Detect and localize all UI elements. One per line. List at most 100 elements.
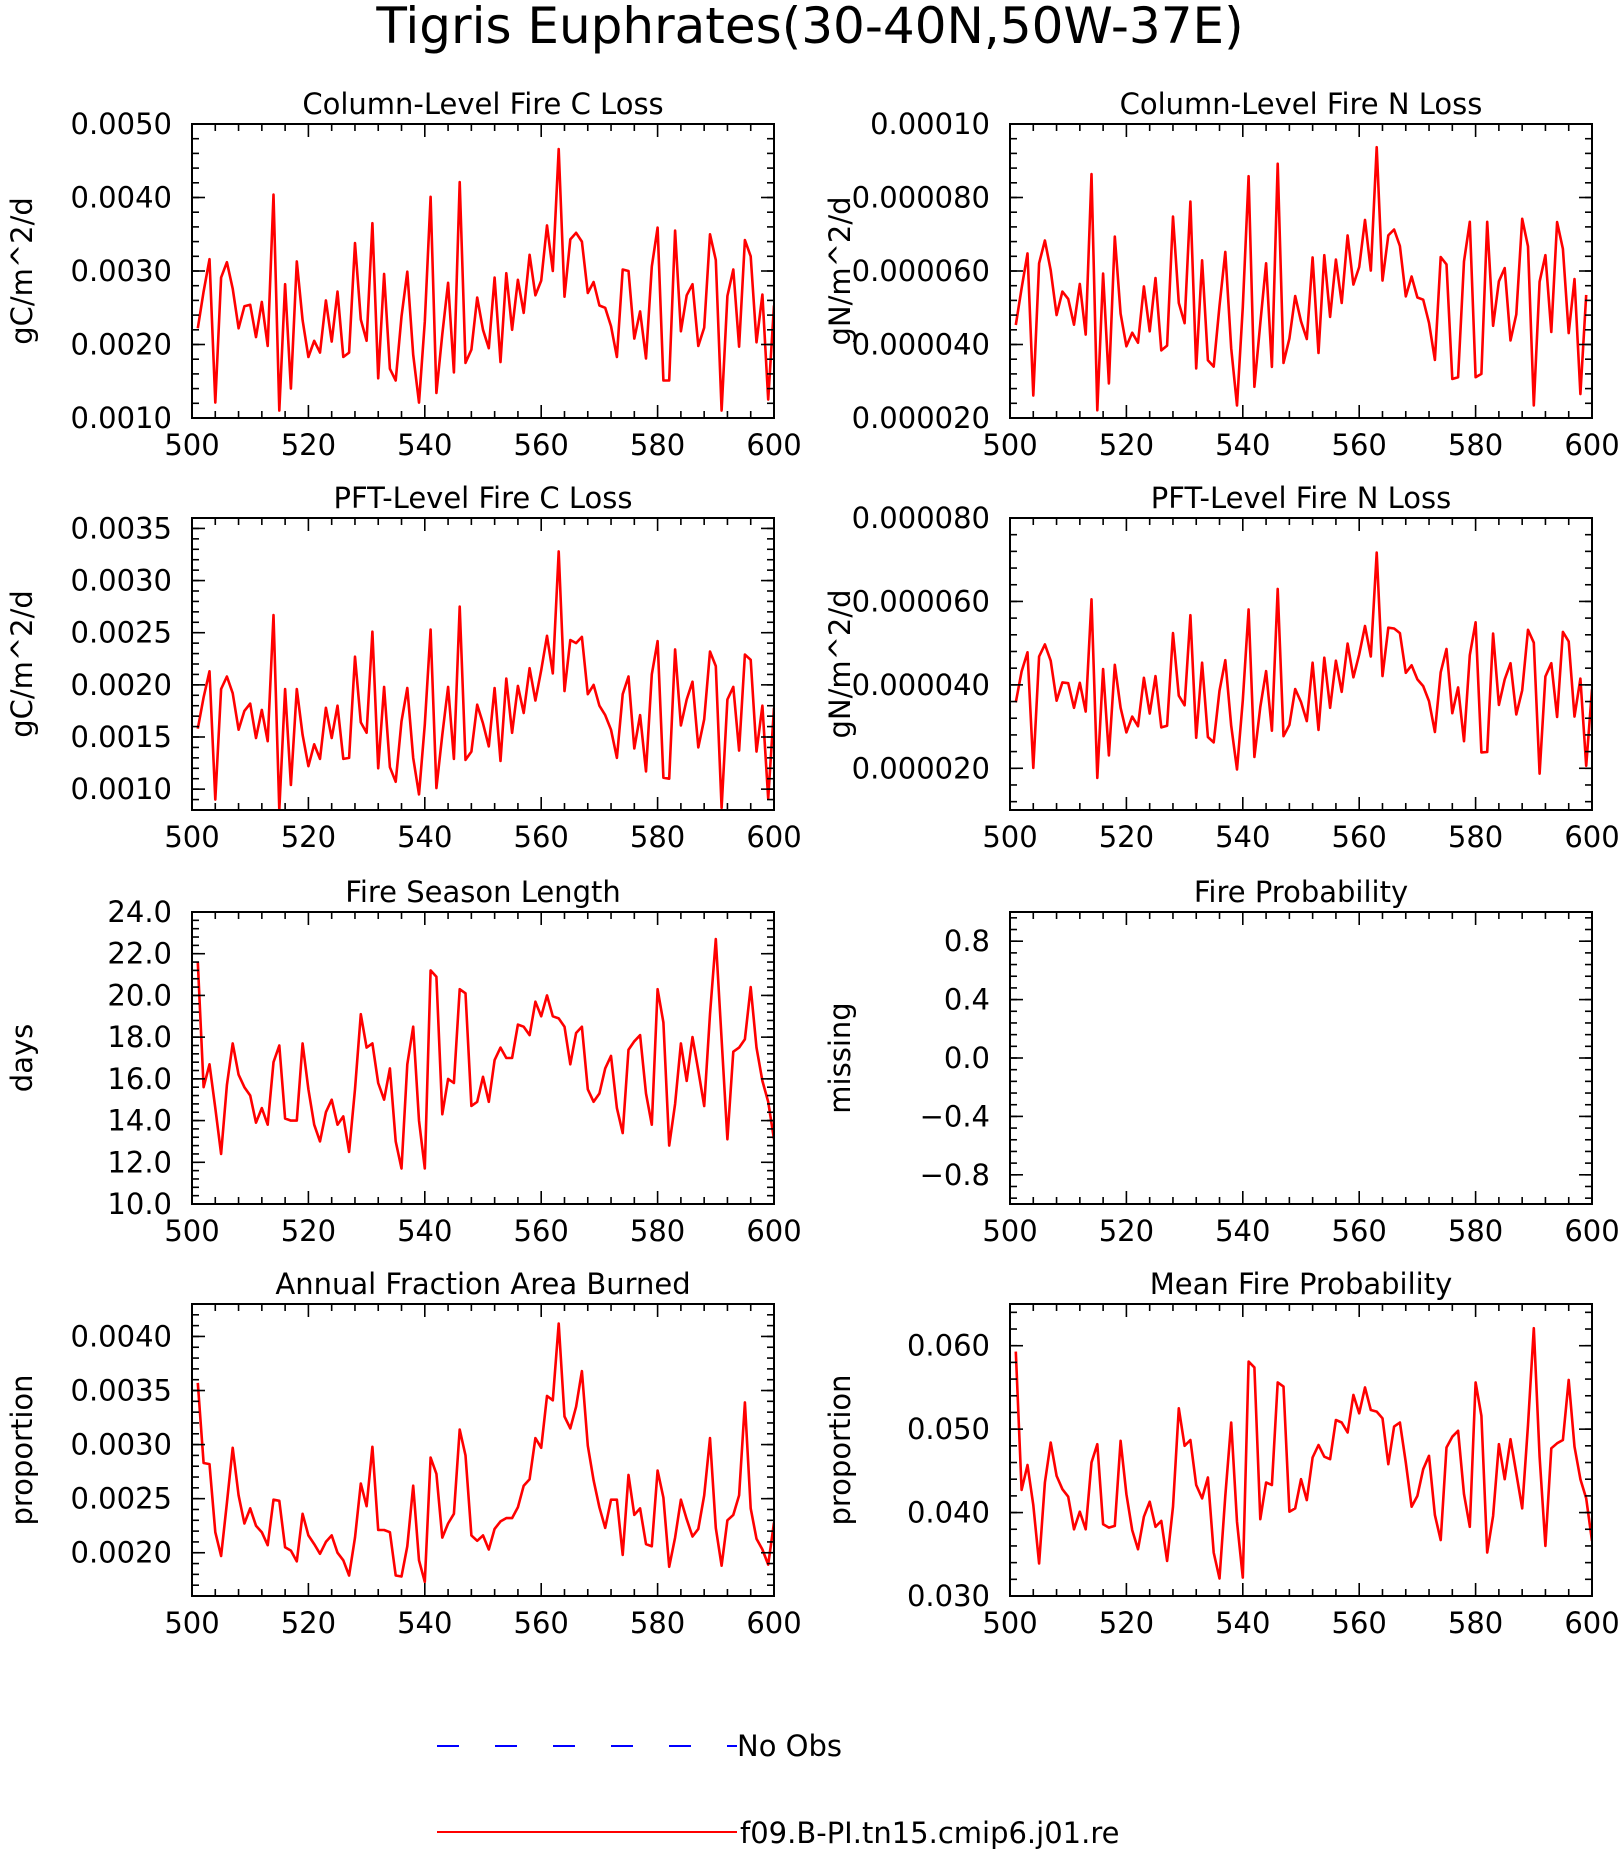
y-tick-label: 22.0 (107, 937, 172, 971)
x-tick-label: 520 (281, 1214, 336, 1248)
y-axis-label: gC/m^2/d (5, 590, 39, 738)
x-tick-label: 500 (164, 1214, 219, 1248)
y-tick-label: 0.8 (944, 924, 990, 958)
x-tick-label: 520 (1099, 1606, 1154, 1640)
panel-4: PFT-Level Fire N Loss gN/m^2/d 500 520 540 56… (823, 481, 1620, 854)
x-tick-label: 600 (1564, 820, 1619, 854)
y-tick-label: 0.0025 (71, 1482, 172, 1516)
x-tick-label: 500 (982, 428, 1037, 462)
series-line-1 (196, 1322, 774, 1584)
y-axis-label: gN/m^2/d (823, 589, 857, 738)
x-tick-label: 560 (514, 820, 569, 854)
y-tick-label: −0.8 (920, 1158, 990, 1192)
panel-7: Annual Fraction Area Burned proportion 500… (5, 1267, 802, 1640)
x-tick-label: 520 (1099, 820, 1154, 854)
legend-label-no-obs: No Obs (737, 1729, 842, 1763)
x-tick-label: 600 (746, 428, 801, 462)
legend-label-model: f09.B-PI.tn15.cmip6.j01.re (740, 1816, 1119, 1849)
y-tick-label: 0.050 (907, 1412, 990, 1446)
y-tick-label: 10.0 (107, 1187, 172, 1221)
x-tick-label: 540 (1215, 1214, 1270, 1248)
y-tick-label: −0.4 (920, 1099, 990, 1133)
y-axis-label: gN/m^2/d (823, 196, 857, 345)
plot-frame (1009, 1303, 1593, 1597)
y-tick-label: 18.0 (107, 1020, 172, 1054)
x-tick-label: 520 (281, 1606, 336, 1640)
panel-8: Mean Fire Probability proportion 500 520 540… (823, 1267, 1620, 1640)
y-tick-label: 0.0035 (71, 511, 172, 545)
x-tick-label: 500 (982, 820, 1037, 854)
x-tick-label: 500 (164, 1606, 219, 1640)
y-tick-label: 0.0020 (71, 668, 172, 702)
panel-title: PFT-Level Fire C Loss (334, 481, 633, 515)
y-tick-label: 0.0015 (71, 720, 172, 754)
plot-frame (1009, 911, 1593, 1205)
y-tick-label: 20.0 (107, 978, 172, 1012)
x-tick-label: 500 (164, 428, 219, 462)
x-tick-label: 560 (1332, 820, 1387, 854)
y-tick-label: 0.4 (944, 983, 990, 1017)
y-tick-label: 0.0030 (71, 1428, 172, 1462)
x-tick-label: 560 (514, 1214, 569, 1248)
x-tick-label: 580 (630, 428, 685, 462)
y-tick-label: 0.0 (944, 1041, 990, 1075)
x-tick-label: 520 (1099, 428, 1154, 462)
y-tick-label: 0.000080 (852, 501, 990, 535)
legend: No Obs f09.B-PI.tn15.cmip6.j01.re (437, 1729, 1119, 1849)
x-tick-label: 540 (1215, 820, 1270, 854)
series-line-1 (1014, 145, 1588, 412)
y-tick-label: 0.00010 (870, 107, 990, 141)
y-tick-label: 0.0010 (71, 401, 172, 435)
panel-5: Fire Season Length days 500 520 540 560 580 600… (5, 875, 802, 1248)
series-line-1 (1014, 1326, 1592, 1580)
y-axis-label: days (5, 1024, 39, 1092)
y-tick-label: 0.0040 (71, 181, 172, 215)
x-tick-label: 500 (982, 1606, 1037, 1640)
panels: Column-Level Fire C Loss gC/m^2/d 500 520 54… (5, 87, 1620, 1640)
y-tick-label: 0.0025 (71, 616, 172, 650)
x-tick-label: 600 (746, 820, 801, 854)
series-line-1 (196, 147, 774, 412)
plot-frame (1009, 517, 1593, 811)
y-tick-label: 0.0020 (71, 328, 172, 362)
plot-frame (191, 517, 775, 811)
x-tick-label: 580 (1448, 1214, 1503, 1248)
y-tick-label: 0.0030 (71, 254, 172, 288)
panel-2: Column-Level Fire N Loss gN/m^2/d 500 520 54… (823, 87, 1620, 462)
x-tick-label: 540 (1215, 428, 1270, 462)
panel-title: Fire Season Length (345, 875, 620, 909)
x-tick-label: 600 (1564, 1606, 1619, 1640)
x-tick-label: 540 (1215, 1606, 1270, 1640)
x-tick-label: 600 (1564, 428, 1619, 462)
y-tick-label: 0.000040 (852, 668, 990, 702)
x-tick-label: 580 (630, 1214, 685, 1248)
y-tick-label: 0.060 (907, 1329, 990, 1363)
plot-frame (191, 1303, 775, 1597)
y-tick-label: 0.000020 (852, 751, 990, 785)
series-line-1 (196, 550, 774, 810)
x-tick-label: 560 (1332, 1214, 1387, 1248)
x-tick-label: 520 (281, 820, 336, 854)
y-tick-label: 0.000040 (852, 328, 990, 362)
x-tick-label: 580 (630, 820, 685, 854)
y-tick-label: 0.000060 (852, 584, 990, 618)
y-tick-label: 0.040 (907, 1496, 990, 1530)
figure-title: Tigris Euphrates(30-40N,50W-37E) (375, 0, 1243, 55)
plot-frame (191, 911, 775, 1205)
x-tick-label: 520 (281, 428, 336, 462)
y-tick-label: 0.0050 (71, 107, 172, 141)
x-tick-label: 600 (1564, 1214, 1619, 1248)
x-tick-label: 560 (1332, 1606, 1387, 1640)
y-tick-label: 14.0 (107, 1104, 172, 1138)
x-tick-label: 560 (514, 428, 569, 462)
x-tick-label: 560 (1332, 428, 1387, 462)
x-tick-label: 540 (397, 1214, 452, 1248)
panel-3: PFT-Level Fire C Loss gC/m^2/d 500 520 540 56… (5, 481, 802, 854)
y-tick-label: 0.0030 (71, 564, 172, 598)
y-tick-label: 0.0040 (71, 1319, 172, 1353)
x-tick-label: 580 (1448, 1606, 1503, 1640)
y-tick-label: 16.0 (107, 1062, 172, 1096)
x-tick-label: 600 (746, 1606, 801, 1640)
panel-title: PFT-Level Fire N Loss (1151, 481, 1451, 515)
